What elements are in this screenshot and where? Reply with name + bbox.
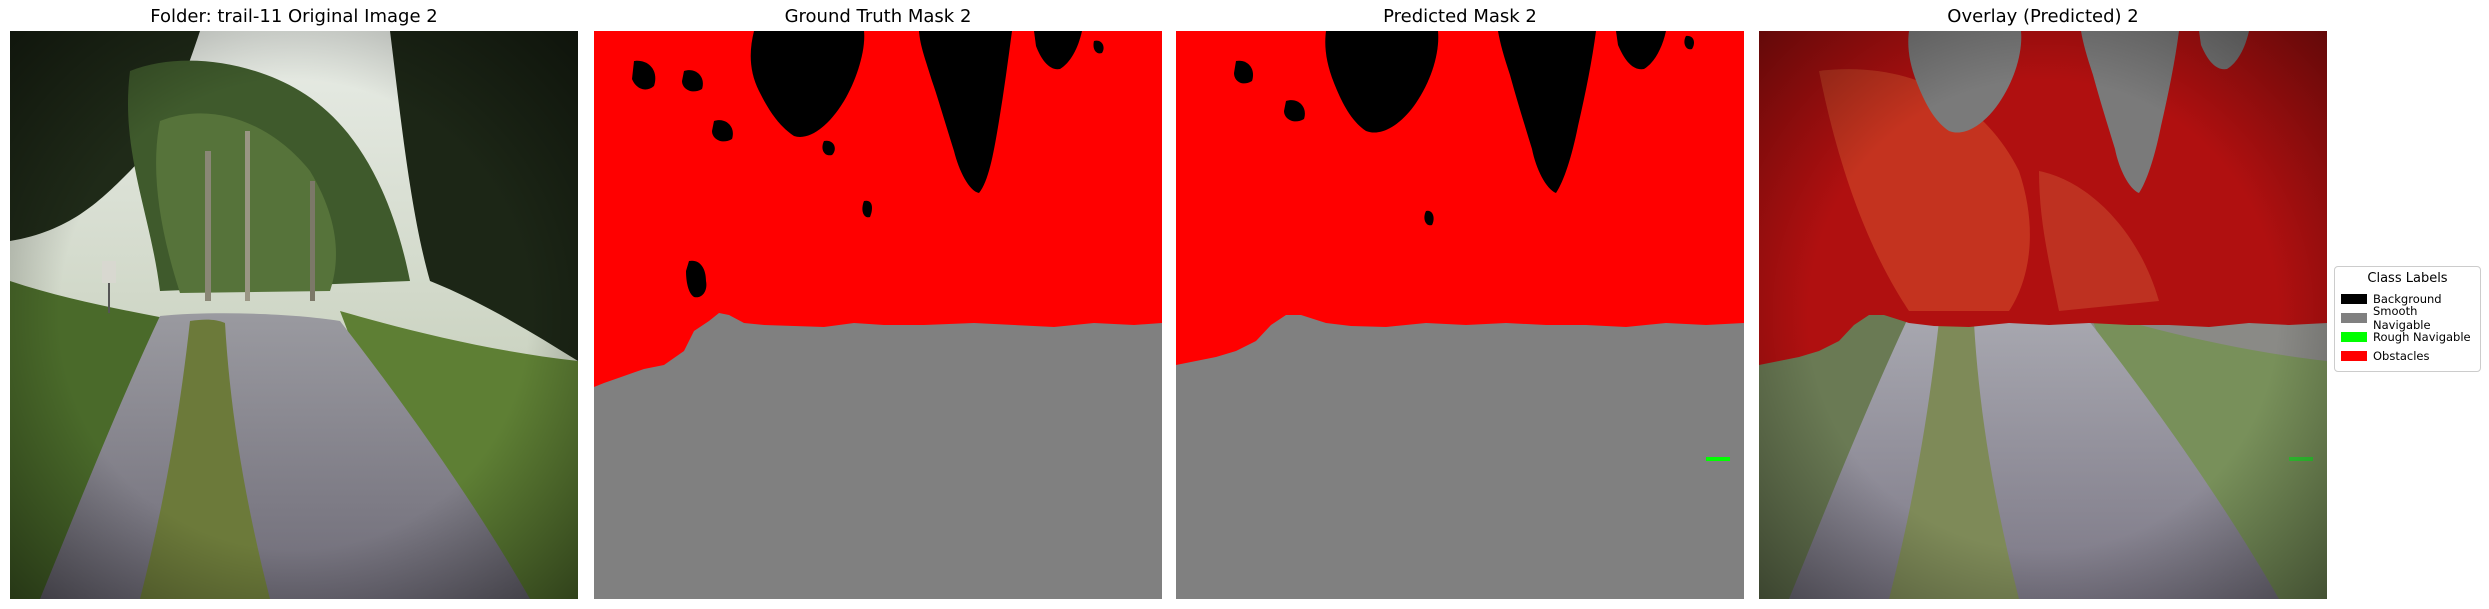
legend-title: Class Labels <box>2367 271 2448 286</box>
class-legend: Class Labels Background Smooth Navigable… <box>2334 266 2481 372</box>
obstacles-swatch <box>2341 350 2367 361</box>
original-image-title: Folder: trail-11 Original Image 2 <box>150 6 438 27</box>
smooth-navigable-swatch <box>2341 312 2367 323</box>
legend-item-background: Background <box>2341 289 2474 308</box>
legend-label: Obstacles <box>2373 348 2430 363</box>
legend-item-obstacles: Obstacles <box>2341 346 2474 365</box>
legend-label: Rough Navigable <box>2373 329 2471 344</box>
legend-item-rough-navigable: Rough Navigable <box>2341 327 2474 346</box>
predicted-mask-title: Predicted Mask 2 <box>1383 6 1537 27</box>
ground-truth-title: Ground Truth Mask 2 <box>784 6 972 27</box>
overlay-image <box>1759 31 2327 599</box>
original-image <box>10 31 578 599</box>
legend-item-smooth-navigable: Smooth Navigable <box>2341 304 2474 332</box>
background-swatch <box>2341 293 2367 304</box>
overlay-title: Overlay (Predicted) 2 <box>1947 6 2139 27</box>
rough-navigable-swatch <box>2341 331 2367 342</box>
predicted-mask <box>1176 31 1744 599</box>
legend-label: Background <box>2373 291 2442 306</box>
legend-label: Smooth Navigable <box>2373 303 2431 332</box>
ground-truth-mask <box>594 31 1162 599</box>
